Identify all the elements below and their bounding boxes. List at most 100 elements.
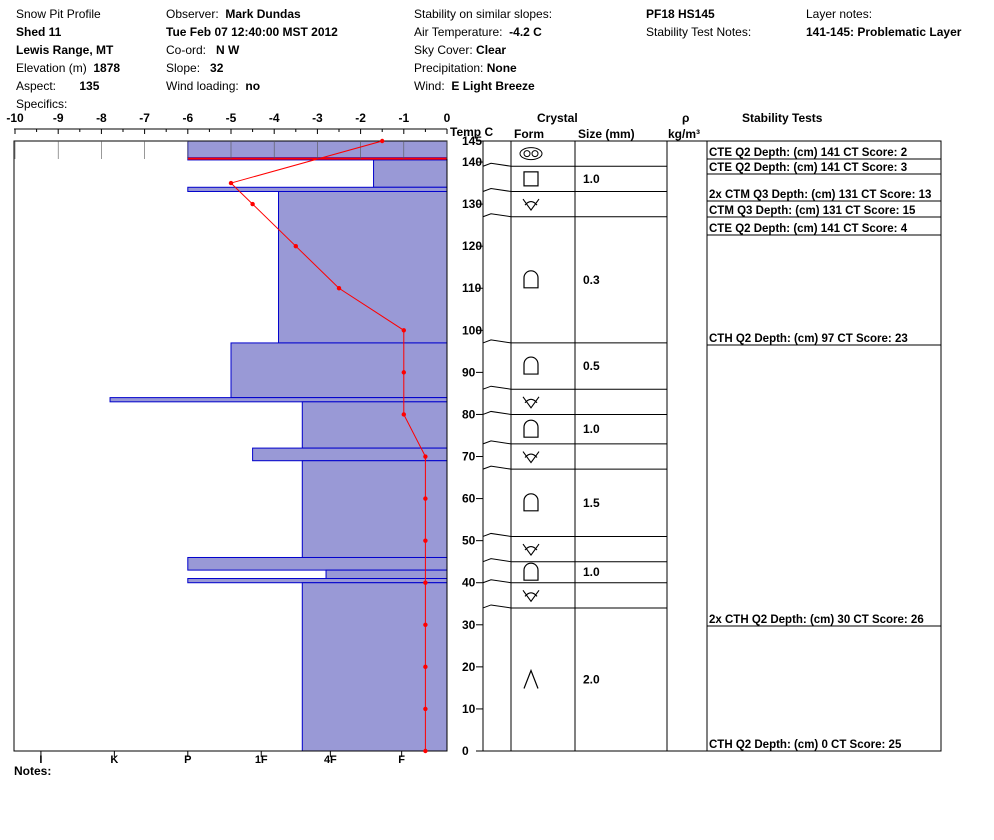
hardness-label: P: [184, 754, 191, 766]
temperature-point: [423, 454, 428, 459]
observer-label: Observer:: [166, 7, 219, 21]
hardness-bar: [187, 186, 448, 192]
elevation-value: 1878: [93, 61, 121, 75]
hardness-label: 1F: [255, 754, 268, 766]
profile-label: Snow Pit Profile: [16, 7, 101, 21]
temp-tick-label: -9: [53, 111, 64, 125]
hardness-bar: [187, 578, 448, 584]
temperature-point: [401, 370, 406, 375]
hardness-bar: [301, 460, 448, 558]
size-column-header: Size (mm): [578, 127, 635, 141]
aspect: Aspect: 135: [16, 79, 99, 93]
depth-hoar-icon: [522, 198, 540, 212]
crystal-symbol-square: [523, 171, 539, 187]
slope-label: Slope:: [166, 61, 201, 75]
height-tick-label: 145: [462, 134, 482, 148]
hardness-bar: [301, 582, 448, 752]
temperature-point: [228, 180, 234, 186]
crystal-connector: [482, 213, 512, 218]
crystal-size-label: 0.3: [583, 273, 600, 287]
crystal-symbol-depth-hoar: [522, 396, 540, 409]
precipitation: Precipitation: None: [414, 61, 517, 75]
crystal-size-label: 1.5: [583, 496, 600, 510]
crystal-symbol-depth-hoar: [522, 543, 540, 557]
sky-label: Sky Cover:: [414, 43, 473, 57]
density-unit-header: kg/m³: [668, 127, 700, 141]
temperature-profile: [228, 138, 428, 754]
temperature-point: [380, 138, 385, 144]
elevation: Elevation (m) 1878: [16, 61, 120, 75]
stability-notes-label: Stability Test Notes:: [646, 25, 752, 39]
aspect-value: 135: [79, 79, 100, 93]
air-temp: Air Temperature: -4.2 C: [414, 25, 542, 39]
height-tick-label: 30: [462, 618, 476, 632]
hardness-label: K: [110, 754, 118, 766]
temperature-point: [423, 706, 428, 712]
crystal-outline-icon: [519, 147, 543, 161]
hardness-bar: [325, 569, 448, 580]
aspect-label: Aspect:: [16, 79, 57, 93]
height-tick-label: 140: [462, 155, 482, 169]
square-icon: [523, 171, 539, 187]
crystal-connector: [482, 558, 512, 563]
height-tick-label: 40: [462, 576, 476, 590]
hardness-bar: [252, 447, 448, 462]
temperature-point: [336, 286, 342, 291]
height-tick-label: 20: [462, 660, 476, 674]
crystal-size-label: 1.0: [583, 565, 600, 579]
hardness-label: F: [398, 754, 405, 766]
crystal-symbol-rounded-pair: [519, 147, 543, 161]
wind: Wind: E Light Breeze: [414, 79, 535, 93]
coord: Co-ord: N W: [166, 43, 239, 57]
depth-hoar-icon: [522, 543, 540, 557]
grain-left-icon: [523, 150, 531, 158]
crystal-symbol-depth-hoar: [522, 590, 540, 603]
height-tick-label: 50: [462, 534, 476, 548]
location-name: Shed 11: [16, 25, 62, 39]
stability-test-label: CTE Q2 Depth: (cm) 141 CT Score: 4: [709, 223, 908, 235]
stability-test-label: CTH Q2 Depth: (cm) 0 CT Score: 25: [709, 739, 902, 751]
rounding-faceted-icon: [523, 562, 539, 581]
crystal-symbol-rounding-faceted: [523, 419, 539, 438]
hardness-bar: [301, 401, 448, 449]
crystal-connector: [482, 162, 512, 167]
stability-test-label: 2x CTM Q3 Depth: (cm) 131 CT Score: 13: [709, 189, 931, 201]
temp-tick-label: -10: [6, 111, 24, 125]
wind-label: Wind:: [414, 79, 445, 93]
hardness-bar: [109, 397, 448, 403]
temp-tick-label: -7: [139, 111, 150, 125]
wind-loading-value: no: [245, 79, 261, 93]
crystal-symbol-depth-hoar: [522, 451, 540, 464]
pit-id: PF18 HS145: [646, 7, 715, 21]
height-tick-label: 100: [462, 323, 482, 337]
grain-right-icon: [531, 150, 539, 158]
temp-tick-label: -3: [312, 111, 323, 125]
crystal-size-label: 2.0: [583, 672, 600, 686]
stability-column-header: Stability Tests: [742, 111, 823, 125]
stability-test-label: CTE Q2 Depth: (cm) 141 CT Score: 2: [709, 147, 907, 159]
hardness-bars: [109, 140, 448, 752]
crystal-symbol-depth-hoar: [522, 198, 540, 212]
crystal-column-header: Crystal: [537, 111, 578, 125]
crystal-table-frame: [482, 140, 708, 752]
hardness-label: 4F: [324, 754, 337, 766]
temp-tick-label: -1: [398, 111, 409, 125]
rho-column-header: ρ: [682, 111, 689, 125]
temp-tick-label: -6: [182, 111, 193, 125]
coord-value: N W: [216, 43, 240, 57]
temperature-point: [423, 496, 428, 501]
temp-column-header: Temp C: [450, 125, 493, 139]
crystal-symbol-rounding-faceted: [523, 356, 539, 375]
air-temp-label: Air Temperature:: [414, 25, 503, 39]
layer-note-value: 141-145: Problematic Layer: [806, 25, 962, 39]
slope-value: 32: [210, 61, 224, 75]
height-tick-label: 120: [462, 239, 482, 253]
wind-loading: Wind loading: no: [166, 79, 260, 93]
rounding-faceted-icon: [523, 270, 539, 289]
temp-tick-label: -8: [96, 111, 107, 125]
stability-similar-label: Stability on similar slopes:: [414, 7, 553, 21]
stability-test-label: CTM Q3 Depth: (cm) 131 CT Score: 15: [709, 205, 916, 217]
height-tick-label: 60: [462, 492, 476, 506]
temp-tick-label: 0: [444, 111, 451, 125]
